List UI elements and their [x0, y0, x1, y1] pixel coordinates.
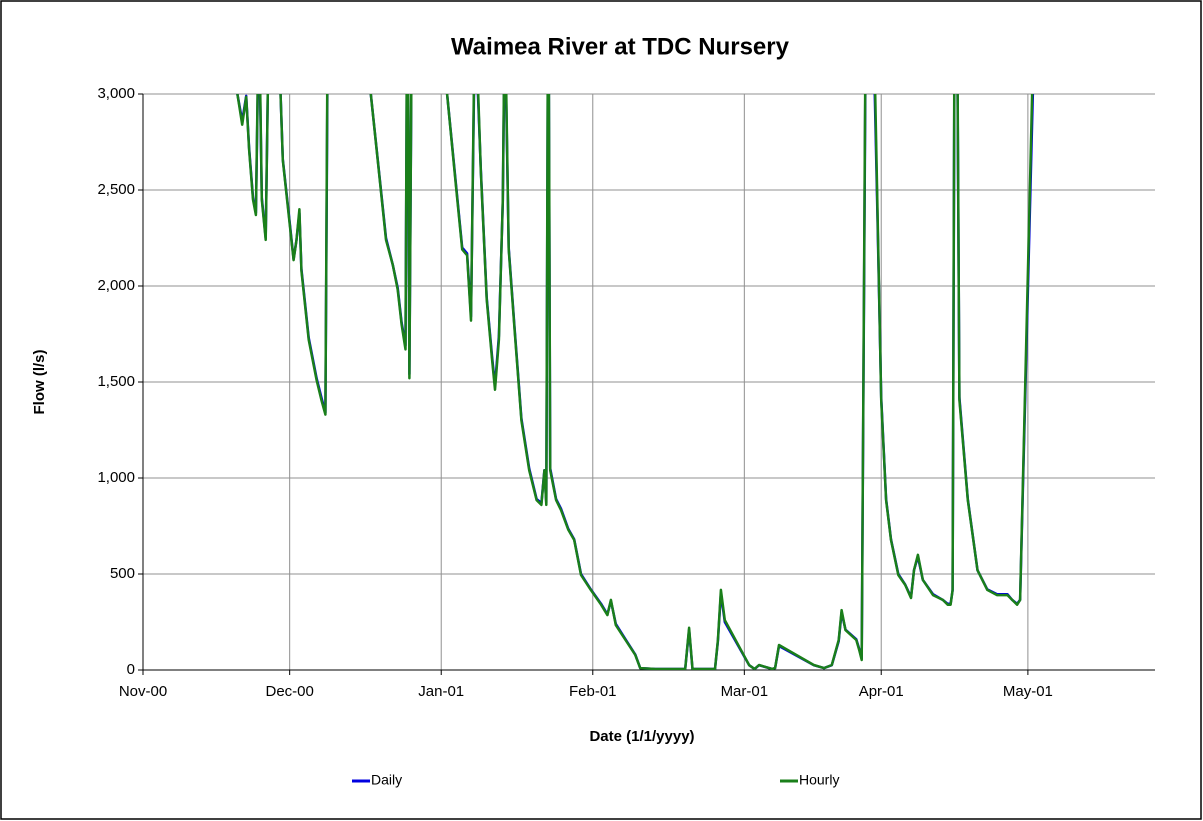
x-tick-label: Nov-00	[119, 683, 167, 700]
y-tick-label: 2,000	[97, 277, 135, 294]
y-tick-label: 500	[110, 565, 135, 582]
x-axis-label: Date (1/1/yyyy)	[589, 728, 694, 745]
y-tick-label: 0	[127, 661, 135, 678]
legend-label: Daily	[371, 772, 402, 788]
x-tick-label: Apr-01	[859, 683, 904, 700]
y-tick-label: 1,500	[97, 373, 135, 390]
x-tick-label: Mar-01	[721, 683, 769, 700]
x-tick-label: Feb-01	[569, 683, 617, 700]
y-tick-label: 3,000	[97, 85, 135, 102]
chart-title: Waimea River at TDC Nursery	[451, 33, 790, 60]
x-tick-label: Dec-00	[265, 683, 313, 700]
legend-label: Hourly	[799, 772, 839, 788]
y-tick-label: 2,500	[97, 181, 135, 198]
x-tick-label: Jan-01	[418, 683, 464, 700]
plot-area	[236, 94, 1043, 670]
y-axis-label: Flow (l/s)	[31, 350, 48, 415]
y-tick-label: 1,000	[97, 469, 135, 486]
x-tick-label: May-01	[1003, 683, 1053, 700]
data-line	[236, 94, 1043, 670]
